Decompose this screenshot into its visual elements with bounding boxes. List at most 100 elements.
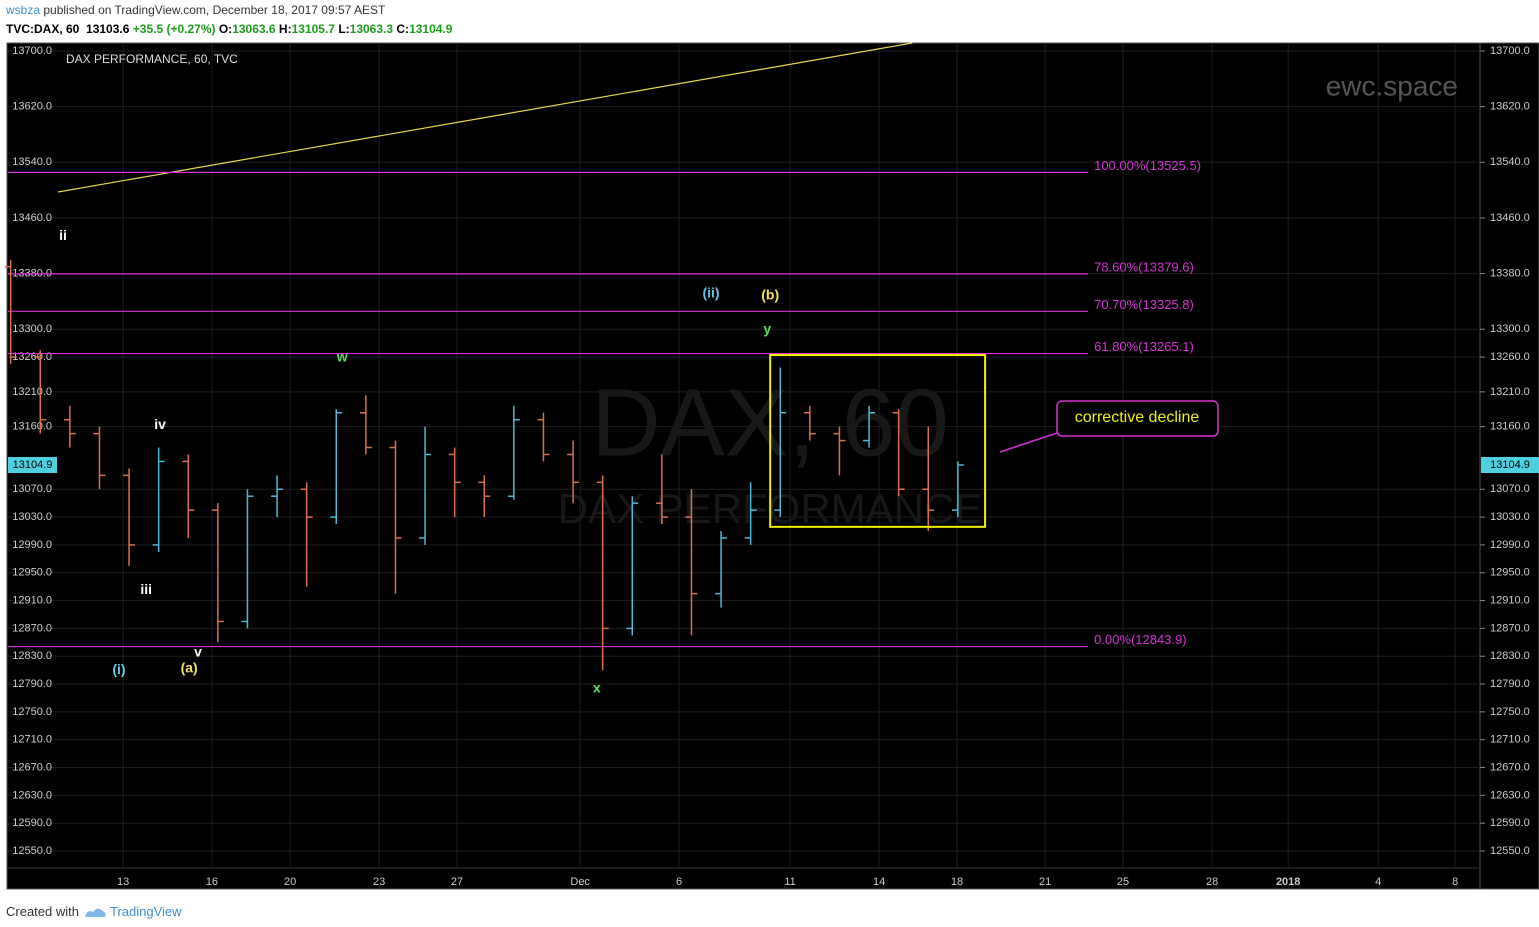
y-tick-label: 13620.0 bbox=[12, 101, 52, 113]
y-tick-label: 13620.0 bbox=[1490, 101, 1530, 113]
watermark: ewc.space bbox=[1326, 70, 1458, 101]
c-label: C: bbox=[396, 22, 410, 36]
change: +35.5 (+0.27%) bbox=[132, 22, 216, 36]
y-tick-label: 12790.0 bbox=[1490, 678, 1530, 690]
y-tick-label: 12750.0 bbox=[1490, 706, 1530, 718]
x-tick-label: 2018 bbox=[1276, 876, 1300, 888]
y-tick-label: 12990.0 bbox=[12, 539, 52, 551]
trendline bbox=[57, 42, 913, 193]
y-tick-label: 13540.0 bbox=[12, 156, 52, 168]
wave-label: (i) bbox=[112, 661, 125, 677]
y-tick-label: 13160.0 bbox=[1490, 421, 1530, 433]
wave-label: v bbox=[194, 643, 202, 659]
o-label: O: bbox=[218, 22, 233, 36]
y-tick-label: 12990.0 bbox=[1490, 539, 1530, 551]
x-tick-label: 8 bbox=[1452, 876, 1458, 888]
y-tick-label: 13070.0 bbox=[12, 483, 52, 495]
h-label: H: bbox=[278, 22, 292, 36]
x-tick-label: 13 bbox=[117, 876, 129, 888]
y-tick-label: 12830.0 bbox=[12, 650, 52, 662]
wave-label: iii bbox=[140, 581, 152, 597]
y-tick-label: 13460.0 bbox=[1490, 212, 1530, 224]
x-tick-label: 4 bbox=[1375, 876, 1381, 888]
x-tick-label: 27 bbox=[451, 876, 463, 888]
quote-line: TVC:DAX, 60 13103.6 +35.5 (+0.27%) O:130… bbox=[6, 22, 452, 36]
y-tick-label: 13260.0 bbox=[1490, 351, 1530, 363]
x-tick-label: 20 bbox=[284, 876, 296, 888]
published: published on TradingView.com, December 1… bbox=[43, 3, 386, 17]
y-tick-label: 13260.0 bbox=[12, 351, 52, 363]
x-tick-label: 28 bbox=[1206, 876, 1218, 888]
x-tick-label: 14 bbox=[873, 876, 885, 888]
wave-label: (ii) bbox=[702, 284, 719, 300]
y-tick-label: 13210.0 bbox=[1490, 386, 1530, 398]
footer: Created with TradingView bbox=[6, 902, 182, 919]
chart-title: DAX PERFORMANCE, 60, TVC bbox=[66, 52, 238, 66]
h: 13105.7 bbox=[291, 22, 335, 36]
author[interactable]: wsbza bbox=[6, 3, 41, 17]
box bbox=[769, 354, 987, 528]
fib-label: 70.70%(13325.8) bbox=[1094, 297, 1194, 312]
price-tag bbox=[8, 456, 57, 473]
header: wsbza published on TradingView.com, Dece… bbox=[6, 3, 385, 17]
x-tick-label: 21 bbox=[1039, 876, 1051, 888]
y-tick-label: 13700.0 bbox=[12, 45, 52, 57]
l: 13063.3 bbox=[349, 22, 394, 36]
callout-box bbox=[1056, 400, 1219, 437]
l-label: L: bbox=[338, 22, 350, 36]
x-tick-label: 6 bbox=[676, 876, 682, 888]
wave-label: x bbox=[593, 680, 601, 696]
wave-label: (a) bbox=[181, 659, 198, 675]
callout-line bbox=[999, 431, 1061, 453]
y-tick-label: 12950.0 bbox=[1490, 567, 1530, 579]
y-tick-label: 12950.0 bbox=[12, 567, 52, 579]
y-tick-label: 13210.0 bbox=[12, 386, 52, 398]
symbol: TVC:DAX, 60 bbox=[6, 22, 80, 36]
brand[interactable]: TradingView bbox=[110, 904, 182, 919]
created: Created with bbox=[6, 904, 79, 919]
y-tick-label: 13300.0 bbox=[1490, 323, 1530, 335]
price-tag bbox=[1481, 456, 1539, 473]
y-tick-label: 12710.0 bbox=[12, 734, 52, 746]
y-tick-label: 12670.0 bbox=[12, 761, 52, 773]
y-tick-label: 12870.0 bbox=[1490, 622, 1530, 634]
x-tick-label: 23 bbox=[373, 876, 385, 888]
o: 13063.6 bbox=[232, 22, 276, 36]
wave-label: ii bbox=[59, 227, 67, 243]
y-tick-label: 12630.0 bbox=[12, 789, 52, 801]
y-tick-label: 13380.0 bbox=[1490, 268, 1530, 280]
y-tick-label: 12910.0 bbox=[1490, 594, 1530, 606]
fib-label: 78.60%(13379.6) bbox=[1094, 259, 1194, 274]
y-tick-label: 12630.0 bbox=[1490, 789, 1530, 801]
y-tick-label: 12910.0 bbox=[12, 594, 52, 606]
y-tick-label: 13160.0 bbox=[12, 421, 52, 433]
y-tick-label: 12790.0 bbox=[12, 678, 52, 690]
y-tick-label: 13070.0 bbox=[1490, 483, 1530, 495]
y-tick-label: 12670.0 bbox=[1490, 761, 1530, 773]
fib-label: 61.80%(13265.1) bbox=[1094, 339, 1194, 354]
x-tick-label: Dec bbox=[570, 876, 590, 888]
wave-label: iv bbox=[154, 416, 166, 432]
chart: DAX PERFORMANCE, 60, TVC ewc.space DAX, … bbox=[4, 42, 1539, 890]
y-tick-label: 12590.0 bbox=[1490, 817, 1530, 829]
y-tick-label: 13300.0 bbox=[12, 323, 52, 335]
x-tick-label: 11 bbox=[784, 876, 795, 888]
y-tick-label: 12870.0 bbox=[12, 622, 52, 634]
last: 13103.6 bbox=[86, 22, 130, 36]
y-tick-label: 13700.0 bbox=[1490, 45, 1530, 57]
y-tick-label: 13030.0 bbox=[12, 511, 52, 523]
fib-label: 100.00%(13525.5) bbox=[1094, 158, 1201, 173]
price-tag-label: 13104.9 bbox=[1490, 459, 1530, 471]
x-tick-label: 16 bbox=[206, 876, 218, 888]
y-tick-label: 12710.0 bbox=[1490, 734, 1530, 746]
chart-bg bbox=[6, 42, 1539, 890]
y-tick-label: 13540.0 bbox=[1490, 156, 1530, 168]
wave-label: (b) bbox=[761, 287, 779, 303]
wave-label: w bbox=[336, 348, 348, 364]
y-tick-label: 12550.0 bbox=[1490, 845, 1530, 857]
x-tick-label: 18 bbox=[951, 876, 963, 888]
fib-label: 0.00%(12843.9) bbox=[1094, 632, 1187, 647]
price-tag-label: 13104.9 bbox=[13, 459, 53, 471]
y-tick-label: 12830.0 bbox=[1490, 650, 1530, 662]
